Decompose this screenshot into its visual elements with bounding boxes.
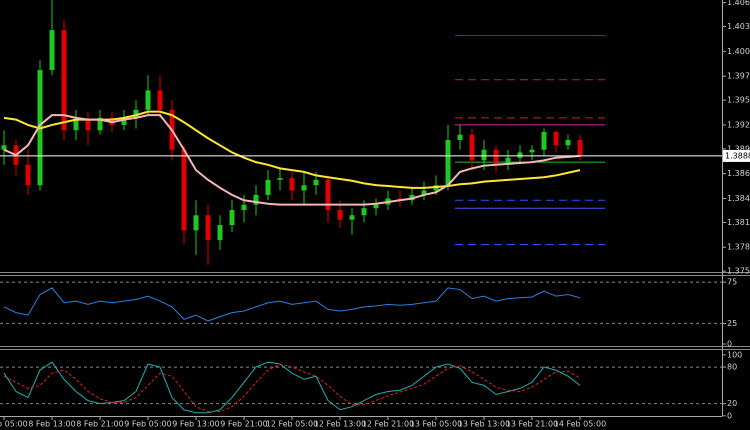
y-tick-label: 1.3896 — [727, 144, 750, 153]
candle-body — [421, 190, 427, 195]
x-tick-label: 13 Feb 21:00 — [506, 420, 558, 429]
x-tick-label: 14 Feb 05:00 — [554, 420, 606, 429]
candle-body — [337, 209, 343, 220]
y-tick-label: 1.3978 — [727, 72, 750, 81]
candle-body — [85, 119, 91, 131]
candle-body — [373, 204, 379, 209]
x-tick-label: 12 Feb 05:00 — [266, 420, 318, 429]
y-tick-label: 1.3785 — [727, 243, 750, 252]
indicator-line — [3, 363, 581, 413]
x-tick-label: 9 Feb 05:00 — [124, 420, 171, 429]
candle-body — [301, 185, 307, 191]
candle-body — [505, 157, 511, 165]
candle-body — [577, 139, 583, 156]
candle-body — [289, 178, 295, 191]
candle-body — [565, 139, 571, 146]
candle-body — [457, 134, 463, 140]
candle-body — [253, 194, 259, 205]
candle-body — [157, 90, 163, 110]
y-tick-label: 1.3758 — [727, 267, 750, 276]
candle-body — [133, 109, 139, 118]
x-tick-label: 9 Feb 13:00 — [172, 420, 219, 429]
y-tick-label: 0 — [727, 411, 732, 420]
candle-body — [25, 164, 31, 186]
indicator-line — [3, 361, 581, 414]
indicator-line — [3, 287, 581, 322]
y-tick-label: 1.3923 — [727, 120, 750, 129]
y-tick-label: 1.3813 — [727, 218, 750, 227]
candle-body — [445, 139, 451, 186]
y-tick-label: 0 — [727, 340, 732, 349]
y-tick-label: 20 — [727, 399, 737, 408]
y-tick-label: 1.4006 — [727, 47, 750, 56]
candle-body — [517, 152, 523, 158]
candle-body — [121, 117, 127, 125]
candle-body — [1, 145, 7, 150]
candle-body — [553, 132, 559, 146]
candle-body — [229, 209, 235, 226]
candle-body — [277, 178, 283, 180]
candle-body — [193, 215, 199, 231]
indicator-line — [3, 114, 581, 206]
y-tick-label: 1.4034 — [727, 22, 750, 31]
x-tick-label: 8 Feb 21:00 — [76, 420, 123, 429]
x-tick-label: 9 Feb 21:00 — [220, 420, 267, 429]
candle-body — [349, 215, 355, 220]
candle-body — [325, 179, 331, 210]
candle-body — [361, 208, 367, 216]
candle-body — [313, 179, 319, 186]
candle-body — [73, 119, 79, 131]
current-price-label: 1.3888 — [725, 151, 750, 160]
candle-body — [541, 132, 547, 150]
y-tick-label: 75 — [727, 278, 737, 287]
candle-body — [217, 225, 223, 241]
candle-body — [529, 149, 535, 153]
candle-body — [145, 90, 151, 110]
x-tick-label: 13 Feb 13:00 — [458, 420, 510, 429]
candle-body — [481, 149, 487, 161]
candle-body — [241, 204, 247, 210]
candle-body — [49, 30, 55, 70]
y-tick-label: 25 — [727, 319, 737, 328]
candle-body — [61, 30, 67, 131]
y-tick-label: 1.3868 — [727, 169, 750, 178]
candle-body — [469, 134, 475, 161]
x-tick-label: 13 Feb 05:00 — [410, 420, 462, 429]
candle-body — [181, 149, 187, 231]
candle-body — [493, 149, 499, 165]
current-price-box — [723, 149, 750, 162]
candle-body — [97, 117, 103, 131]
y-tick-label: 100 — [727, 350, 742, 359]
x-tick-label: 8 Feb 13:00 — [28, 420, 75, 429]
y-tick-label: 1.3840 — [727, 194, 750, 203]
candle-body — [265, 179, 271, 195]
x-tick-label: 8 Feb 05:00 — [0, 420, 28, 429]
y-tick-label: 80 — [727, 363, 737, 372]
candle-body — [205, 215, 211, 241]
x-tick-label: 12 Feb 21:00 — [362, 420, 414, 429]
x-tick-label: 12 Feb 13:00 — [314, 420, 366, 429]
